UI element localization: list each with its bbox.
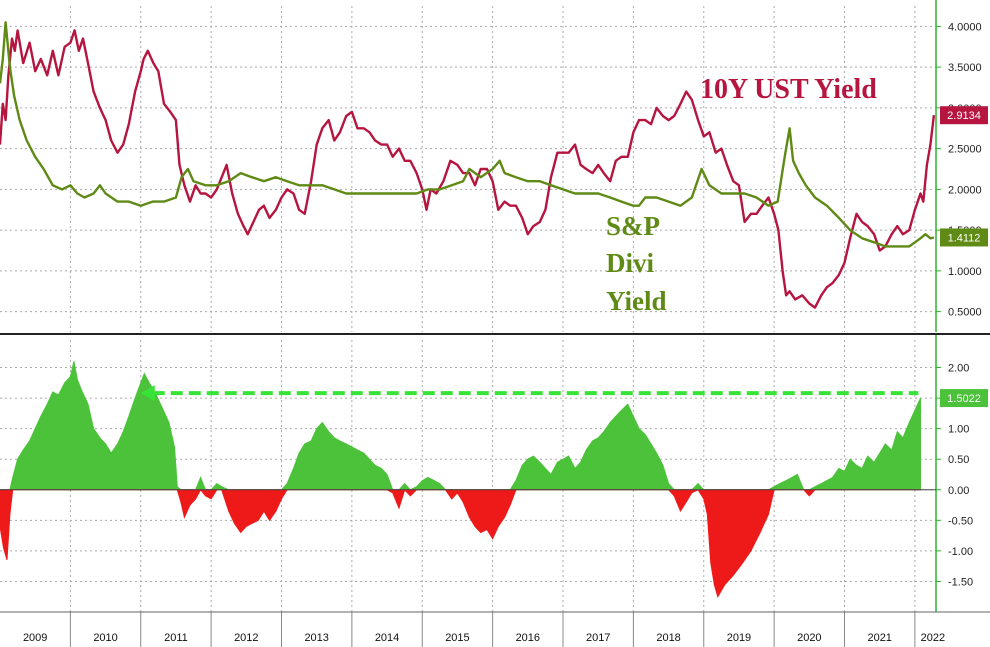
spread-area-positive	[0, 361, 921, 491]
series-line-ust-yield	[0, 29, 936, 309]
top-y-tick-label: 2.0000	[948, 184, 982, 196]
bottom-y-tick-label: 2.00	[948, 363, 969, 375]
x-tick-label: 2010	[93, 632, 117, 644]
top-y-tick-label: 1.0000	[948, 266, 982, 278]
ust-yield-annotation: 10Y UST Yield	[700, 74, 877, 105]
top-y-tick-label: 2.5000	[948, 144, 982, 156]
x-tick-label: 2021	[867, 632, 891, 644]
x-tick-label: 2016	[516, 632, 540, 644]
divi-yield-annotation-line-1: S&P	[606, 211, 660, 241]
top-panel: 0.50001.00001.50002.00002.50003.00003.50…	[0, 0, 988, 332]
ust-last-value-bg	[940, 106, 988, 125]
spread-area-negative	[0, 488, 921, 598]
bottom-y-tick-label: -1.50	[948, 576, 973, 588]
bottom-panel: -1.50-1.00-0.500.000.501.001.502.001.502…	[0, 334, 988, 612]
divi-last-value-bg	[940, 228, 988, 247]
bottom-y-tick-label: 0.00	[948, 485, 969, 497]
bottom-y-tick-label: 0.50	[948, 454, 969, 466]
x-tick-label: 2009	[23, 632, 47, 644]
ust-last-value-text: 2.9134	[947, 110, 981, 122]
top-y-tick-label: 3.5000	[948, 62, 982, 74]
divi-last-value-text: 1.4112	[948, 232, 981, 244]
x-tick-label: 2014	[375, 632, 399, 644]
x-tick-label: 2019	[727, 632, 751, 644]
x-tick-label: 2017	[586, 632, 610, 644]
x-tick-label: 2020	[797, 632, 821, 644]
bottom-y-tick-label: -0.50	[948, 515, 973, 527]
reference-arrow-head	[140, 385, 155, 402]
bottom-y-tick-label: 1.00	[948, 424, 969, 436]
x-tick-label: 2015	[445, 632, 469, 644]
divi-yield-annotation-line-2: Divi	[606, 248, 655, 278]
top-y-tick-label: 0.5000	[948, 307, 982, 319]
x-tick-label: 2018	[656, 632, 680, 644]
series-line-divi-yield	[0, 21, 935, 248]
x-tick-label: 2022	[921, 632, 945, 644]
divi-yield-annotation-line-3: Yield	[606, 286, 667, 316]
top-y-tick-label: 4.0000	[948, 21, 982, 33]
x-tick-label: 2013	[304, 632, 328, 644]
x-tick-label: 2011	[164, 632, 188, 644]
bottom-y-tick-label: -1.00	[948, 546, 973, 558]
spread-last-value-text: 1.5022	[947, 393, 981, 405]
x-axis: 2009 2010 2011 2012 2013 2014 2015 2016 2017 2018…	[0, 611, 990, 647]
x-tick-label: 2012	[234, 632, 258, 644]
spread-last-value-bg	[940, 389, 988, 408]
